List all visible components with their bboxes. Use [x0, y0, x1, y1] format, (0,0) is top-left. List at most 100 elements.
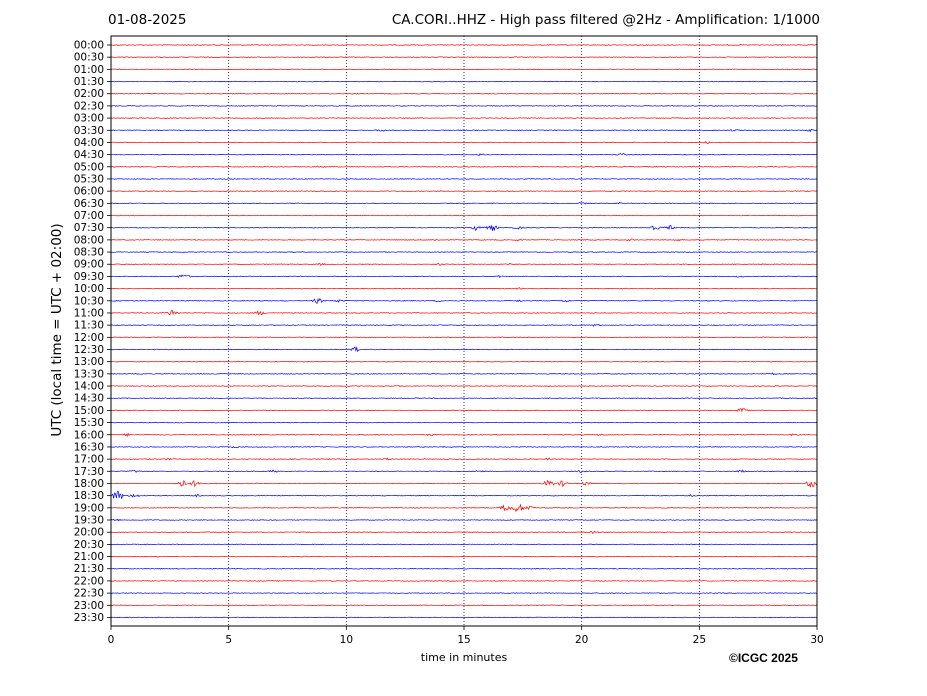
- y-tick-label: 05:30: [74, 173, 104, 185]
- y-tick-label: 21:00: [74, 551, 104, 563]
- trace-0700: [110, 214, 817, 217]
- y-tick-label: 17:00: [74, 454, 104, 466]
- y-tick-label: 07:00: [74, 210, 104, 222]
- y-tick-label: 10:00: [74, 283, 104, 295]
- trace-0100: [110, 68, 817, 71]
- trace-1500: [110, 408, 817, 413]
- x-tick-label: 15: [457, 634, 470, 646]
- trace-0900: [110, 262, 817, 266]
- trace-0230: [110, 105, 817, 107]
- trace-1000: [110, 287, 817, 290]
- trace-0030: [110, 56, 817, 58]
- chart-title: CA.CORI..HHZ - High pass filtered @2Hz -…: [391, 12, 820, 28]
- y-tick-label: 11:30: [74, 320, 104, 332]
- y-tick-label: 04:30: [74, 149, 104, 161]
- trace-1030: [110, 297, 817, 304]
- y-tick-label: 02:00: [74, 88, 104, 100]
- y-tick-label: 09:00: [74, 259, 104, 271]
- trace-1100: [110, 309, 817, 316]
- trace-2200: [110, 580, 817, 582]
- y-tick-label: 10:30: [74, 295, 104, 307]
- trace-2030: [110, 543, 817, 546]
- y-tick-label: 20:00: [74, 527, 104, 539]
- y-tick-label: 17:30: [74, 466, 104, 478]
- y-tick-label: 04:00: [74, 137, 104, 149]
- trace-0000: [110, 44, 817, 46]
- y-tick-label: 13:30: [74, 368, 104, 380]
- x-tick-label: 0: [108, 634, 115, 646]
- y-tick-label: 07:30: [74, 222, 104, 234]
- y-tick-label: 22:00: [74, 575, 104, 587]
- trace-1830: [110, 491, 817, 499]
- trace-0500: [110, 165, 817, 168]
- trace-2330: [110, 616, 817, 619]
- y-tick-label: 15:30: [74, 417, 104, 429]
- trace-1800: [110, 479, 817, 488]
- y-tick-label: 16:00: [74, 429, 104, 441]
- y-tick-label: 00:00: [74, 40, 104, 52]
- x-tick-label: 5: [225, 634, 232, 646]
- trace-0600: [110, 190, 817, 192]
- y-tick-label: 06:30: [74, 198, 104, 210]
- y-tick-label: 23:00: [74, 600, 104, 612]
- y-tick-label: 12:30: [74, 344, 104, 356]
- y-tick-label: 01:00: [74, 64, 104, 76]
- trace-1200: [110, 336, 817, 339]
- trace-2130: [110, 567, 817, 570]
- trace-0330: [110, 128, 817, 133]
- y-tick-label: 19:30: [74, 515, 104, 527]
- x-axis-label: time in minutes: [420, 651, 508, 664]
- trace-0130: [110, 80, 817, 83]
- trace-0430: [110, 153, 817, 157]
- y-tick-label: 18:30: [74, 490, 104, 502]
- y-tick-label: 15:00: [74, 405, 104, 417]
- y-tick-label: 03:00: [74, 113, 104, 125]
- y-tick-label: 05:00: [74, 161, 104, 173]
- x-tick-label: 20: [575, 634, 588, 646]
- y-tick-label: 16:30: [74, 441, 104, 453]
- x-tick-label: 10: [340, 634, 353, 646]
- y-tick-label: 18:00: [74, 478, 104, 490]
- y-tick-label: 01:30: [74, 76, 104, 88]
- x-tick-label: 30: [810, 634, 823, 646]
- trace-1400: [110, 385, 817, 387]
- y-tick-label: 13:00: [74, 356, 104, 368]
- trace-0400: [110, 140, 817, 144]
- trace-0730: [110, 225, 817, 232]
- trace-1930: [110, 518, 817, 522]
- trace-1530: [110, 421, 817, 424]
- trace-1300: [110, 360, 817, 363]
- trace-1430: [110, 397, 817, 399]
- y-tick-label: 09:30: [74, 271, 104, 283]
- y-tick-label: 06:00: [74, 186, 104, 198]
- y-tick-label: 23:30: [74, 612, 104, 624]
- copyright-label: ©ICGC 2025: [729, 651, 798, 665]
- trace-0630: [110, 201, 817, 205]
- y-tick-label: 14:00: [74, 381, 104, 393]
- y-tick-label: 08:00: [74, 234, 104, 246]
- y-tick-label: 11:00: [74, 307, 104, 319]
- trace-1900: [110, 503, 817, 513]
- y-tick-label: 14:30: [74, 393, 104, 405]
- trace-2300: [111, 604, 817, 607]
- trace-1130: [110, 323, 817, 327]
- trace-1630: [110, 445, 817, 449]
- y-tick-label: 03:30: [74, 125, 104, 137]
- trace-1730: [110, 469, 817, 474]
- y-tick-label: 02:30: [74, 100, 104, 112]
- trace-1600: [110, 432, 817, 438]
- trace-1330: [110, 372, 817, 376]
- trace-2230: [110, 592, 817, 594]
- trace-1230: [110, 346, 817, 353]
- trace-0830: [110, 251, 817, 253]
- trace-0200: [110, 92, 817, 95]
- x-tick-label: 25: [693, 634, 706, 646]
- chart-date: 01-08-2025: [108, 12, 187, 28]
- trace-1700: [110, 457, 817, 461]
- y-tick-label: 12:00: [74, 332, 104, 344]
- trace-0300: [110, 117, 817, 119]
- y-tick-label: 19:00: [74, 502, 104, 514]
- trace-2100: [110, 555, 817, 558]
- trace-0800: [110, 238, 817, 242]
- y-tick-label: 20:30: [74, 539, 104, 551]
